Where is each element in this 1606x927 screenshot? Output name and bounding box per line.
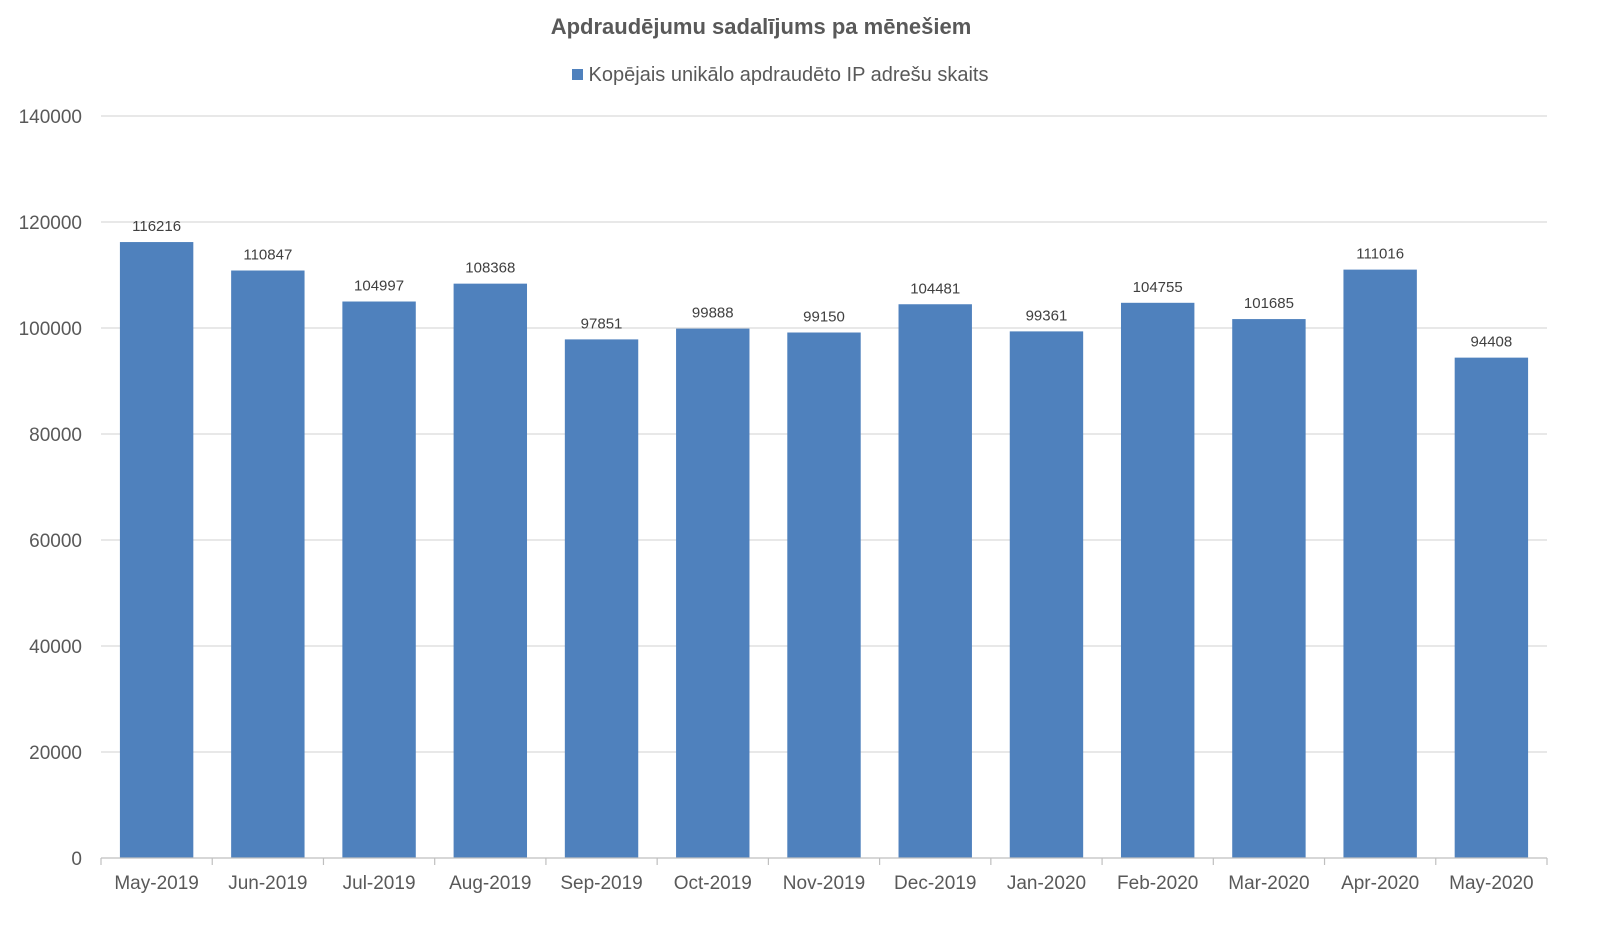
bar <box>787 332 861 858</box>
y-tick-label: 140000 <box>19 107 82 128</box>
bar <box>119 242 194 859</box>
bar <box>453 283 528 858</box>
x-tick-label: May-2019 <box>114 873 199 894</box>
data-label: 111016 <box>1356 246 1404 263</box>
data-label: 99888 <box>692 305 734 322</box>
axes: 0 20000 40000 60000 80000 100000 120000 140000 M… <box>19 107 1548 894</box>
x-tick-label: Feb-2020 <box>1117 873 1198 894</box>
x-tick-label: Dec-2019 <box>894 873 976 894</box>
x-tick-label: Sep-2019 <box>560 873 642 894</box>
bars <box>119 242 1529 859</box>
data-labels: 116216 110847 104997 108368 97851 99888 99150 1… <box>132 218 1512 351</box>
x-tick-label: Jun-2019 <box>228 873 307 894</box>
bar <box>564 339 639 858</box>
bar <box>1343 269 1417 858</box>
x-tick-label: Jan-2020 <box>1007 873 1086 894</box>
data-label: 101685 <box>1244 295 1294 312</box>
legend-label: Kopējais unikālo apdraudēto IP adrešu sk… <box>588 64 989 86</box>
y-tick-label: 0 <box>71 849 82 870</box>
y-tick-label: 60000 <box>29 531 82 552</box>
data-label: 108368 <box>465 260 515 277</box>
chart-title: Apdraudējumu sadalījums pa mēnešiem <box>550 14 972 39</box>
data-label: 99361 <box>1026 307 1068 324</box>
x-tick-label: Apr-2020 <box>1341 873 1419 894</box>
data-label: 94408 <box>1471 334 1513 351</box>
y-tick-label: 120000 <box>19 213 82 234</box>
data-label: 104481 <box>910 280 960 297</box>
bar <box>1232 319 1306 859</box>
x-tick-label: Aug-2019 <box>449 873 531 894</box>
y-tick-label: 20000 <box>29 743 82 764</box>
x-tick-label: Mar-2020 <box>1228 873 1309 894</box>
y-tick-label: 100000 <box>19 319 82 340</box>
y-tick-label: 80000 <box>29 425 82 446</box>
x-tick-label: Nov-2019 <box>783 873 865 894</box>
x-tick-label: Oct-2019 <box>674 873 752 894</box>
x-tick-label: May-2020 <box>1449 873 1534 894</box>
data-label: 104755 <box>1133 279 1183 296</box>
legend-swatch <box>571 69 583 80</box>
data-label: 104997 <box>354 278 404 295</box>
bar <box>1120 302 1195 859</box>
bar <box>342 301 416 859</box>
bar <box>1009 331 1084 858</box>
bar <box>1454 357 1529 858</box>
bar <box>676 328 750 858</box>
legend: Kopējais unikālo apdraudēto IP adrešu sk… <box>0 64 1560 87</box>
y-tick-label: 40000 <box>29 637 82 658</box>
data-label: 116216 <box>132 218 181 235</box>
bar <box>231 270 305 859</box>
bar <box>898 304 972 858</box>
data-label: 97851 <box>581 315 623 332</box>
x-tick-label: Jul-2019 <box>343 873 416 894</box>
data-label: 99150 <box>803 309 845 326</box>
data-label: 110847 <box>243 247 292 264</box>
